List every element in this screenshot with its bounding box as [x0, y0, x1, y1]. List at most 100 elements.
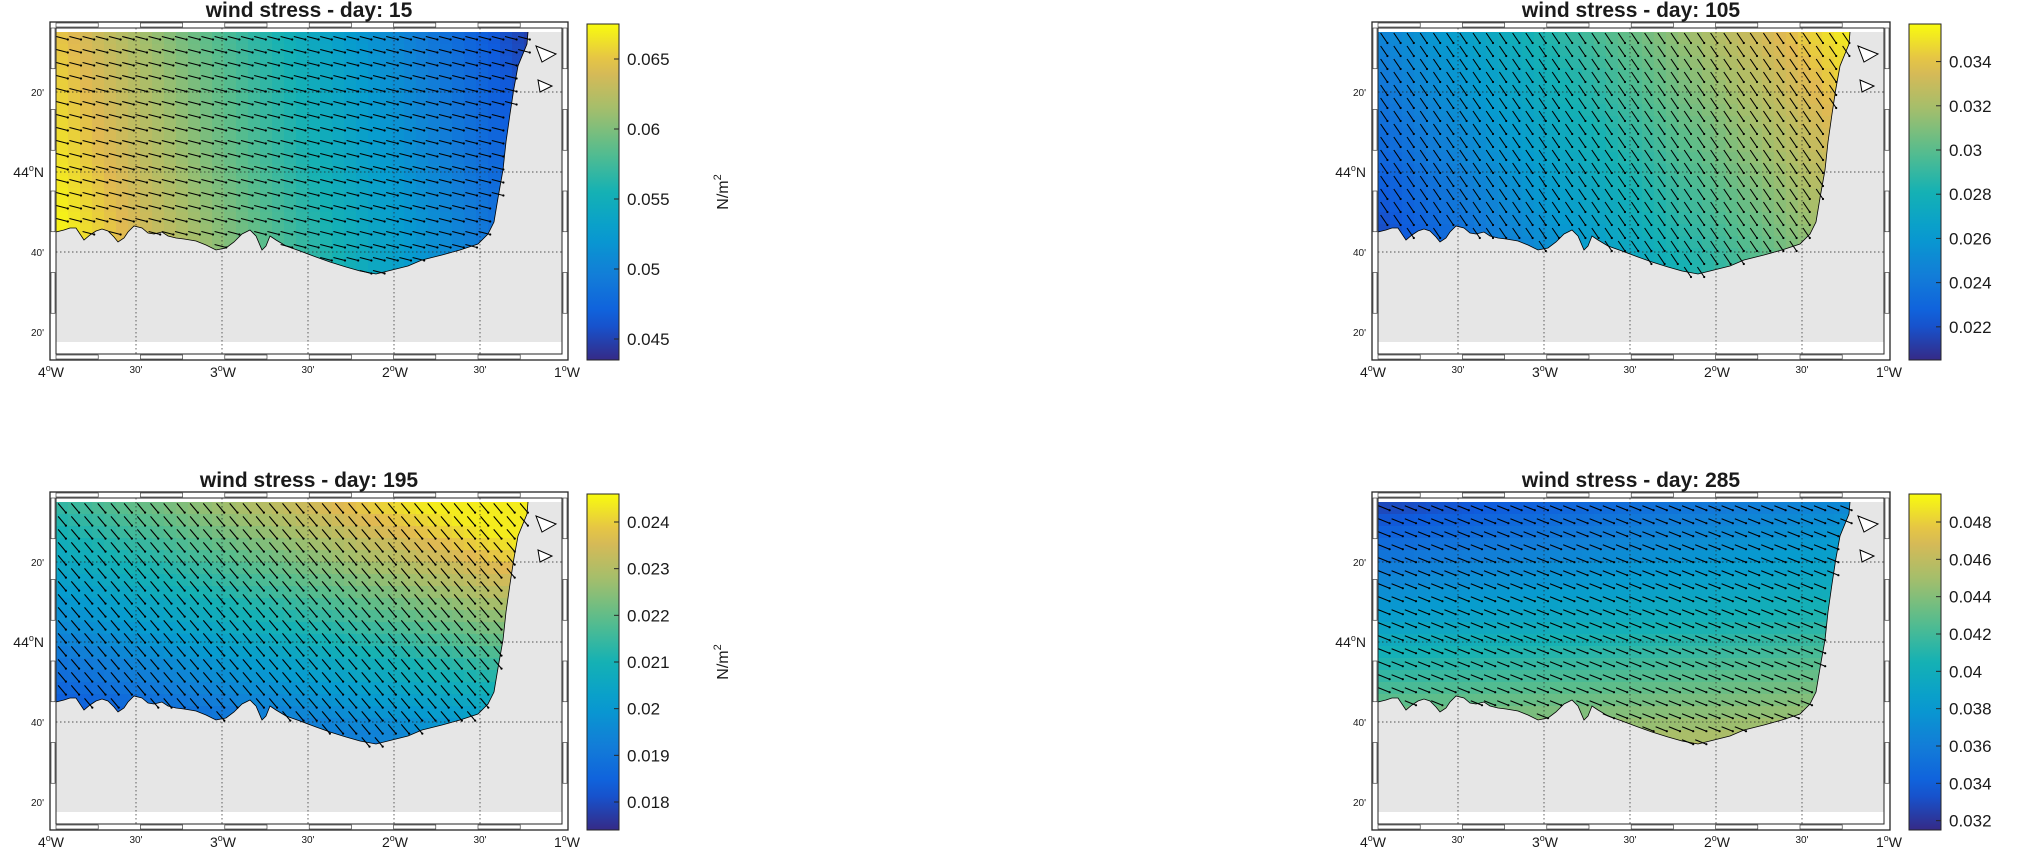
wind-vector	[386, 74, 398, 80]
vector-head	[475, 233, 479, 236]
field-cell	[1426, 56, 1439, 69]
vector-head	[198, 116, 201, 119]
wind-vector	[135, 126, 148, 132]
vector-head	[304, 207, 307, 210]
wind-vector	[108, 126, 121, 132]
vector-head	[370, 272, 373, 275]
vector-head	[449, 220, 452, 223]
wind-vector	[161, 230, 174, 236]
vector-head	[1478, 236, 1481, 240]
vector-head	[159, 168, 162, 171]
field-cell	[212, 514, 225, 527]
vector-head	[1782, 236, 1785, 240]
vector-head	[1716, 158, 1719, 162]
vector-head	[396, 38, 399, 41]
wind-vector	[267, 204, 280, 210]
field-cell	[464, 104, 477, 117]
field-cell	[440, 152, 453, 165]
wind-vector	[201, 178, 214, 184]
wind-vector	[306, 139, 319, 145]
vector-head	[1505, 145, 1508, 149]
field-cell	[332, 56, 345, 69]
wind-vector	[254, 74, 266, 80]
vector-head	[1597, 197, 1600, 201]
field-cell	[1666, 104, 1679, 117]
field-cell	[452, 694, 465, 707]
vector-head	[383, 233, 386, 236]
field-cell	[68, 212, 81, 225]
vector-head	[225, 129, 228, 132]
field-cell	[380, 68, 393, 81]
vector-head	[1505, 210, 1508, 214]
field-cell	[272, 586, 285, 599]
field-cell	[428, 598, 441, 611]
vector-head	[1769, 80, 1772, 84]
field-cell	[356, 92, 369, 105]
wind-vector	[56, 100, 68, 106]
field-cell	[1762, 116, 1775, 129]
vector-head	[79, 142, 83, 145]
field-cell	[416, 104, 429, 117]
vector-head	[157, 511, 160, 514]
x-tick-label: 2oW	[1704, 363, 1731, 380]
vector-head	[1650, 80, 1653, 84]
field-cell	[416, 116, 429, 129]
wind-vector	[122, 152, 134, 158]
field-cell	[404, 586, 417, 599]
wind-vector	[214, 48, 227, 54]
vector-head	[1571, 210, 1574, 214]
wind-vector	[240, 139, 253, 145]
vector-head	[172, 90, 175, 93]
field-cell	[1666, 164, 1679, 177]
vector-head	[1663, 236, 1666, 240]
field-cell	[248, 44, 261, 57]
field-cell	[284, 224, 297, 237]
field-cell	[140, 128, 153, 141]
vector-head	[1769, 223, 1772, 227]
field-cell	[308, 562, 321, 575]
vector-head	[1835, 67, 1838, 71]
field-cell	[128, 32, 141, 45]
vector-head	[198, 38, 201, 41]
vector-head	[1676, 54, 1679, 58]
wind-vector	[214, 152, 227, 158]
wind-vector	[108, 87, 121, 93]
vector-head	[396, 220, 399, 223]
wind-vector	[135, 35, 148, 41]
wind-vector	[333, 48, 346, 54]
vector-head	[277, 116, 281, 119]
wind-vector	[267, 165, 280, 171]
vector-head	[132, 51, 135, 54]
vector-head	[66, 181, 69, 184]
wind-vector	[148, 35, 161, 41]
vector-head	[119, 116, 122, 119]
wind-vector	[95, 35, 108, 41]
vector-head	[119, 194, 122, 197]
field-cell	[212, 116, 225, 129]
vector-head	[198, 233, 201, 236]
field-cell	[452, 152, 465, 165]
field-cell	[368, 622, 381, 635]
vector-head	[1808, 236, 1811, 240]
field-cell	[164, 92, 177, 105]
vector-head	[1755, 145, 1759, 149]
field-cell	[116, 68, 129, 81]
field-cell	[1414, 32, 1427, 45]
vector-head	[1755, 158, 1759, 162]
field-cell	[1726, 56, 1739, 69]
wind-vector	[293, 100, 306, 106]
wind-vector	[438, 217, 451, 223]
field-cell	[1558, 212, 1571, 225]
vector-head	[1689, 67, 1693, 71]
vector-head	[1769, 106, 1772, 110]
wind-vector	[188, 48, 200, 54]
field-cell	[1510, 212, 1523, 225]
field-cell	[308, 44, 321, 57]
field-cell	[284, 116, 297, 129]
field-cell	[1522, 80, 1535, 93]
vector-head	[1518, 93, 1521, 97]
frame-segment	[1799, 354, 1843, 360]
vector-head	[357, 259, 360, 262]
field-cell	[284, 526, 297, 539]
x-tick-label: 4oW	[38, 363, 65, 380]
